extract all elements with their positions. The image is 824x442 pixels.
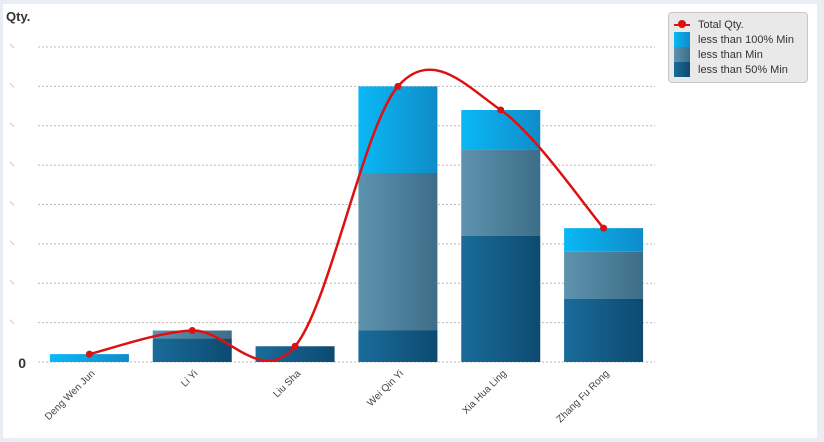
bar-segment: [49, 354, 129, 362]
total-qty-point: [291, 342, 299, 350]
line-marker-icon: [674, 17, 690, 32]
swatch-icon: [674, 62, 690, 77]
x-tick-label: Li Yi: [179, 368, 200, 389]
total-qty-point: [497, 106, 505, 114]
legend-item-total-qty[interactable]: Total Qty.: [674, 17, 744, 32]
legend-item-less-than-min[interactable]: less than Min: [674, 47, 763, 62]
swatch-icon: [674, 47, 690, 62]
bar-segment: [564, 251, 644, 299]
total-qty-point: [600, 224, 608, 232]
legend[interactable]: Total Qty. less than 100% Min less than …: [668, 12, 808, 83]
y-tick-mark: [9, 161, 15, 167]
bar-segment: [358, 330, 438, 362]
x-tick-label: Deng Wen Jun: [43, 368, 97, 422]
bar-segment: [255, 346, 335, 362]
legend-label: Total Qty.: [698, 18, 744, 31]
legend-item-less-than-50-min[interactable]: less than 50% Min: [674, 62, 788, 77]
bar-segment: [358, 86, 438, 173]
total-qty-point: [85, 350, 93, 358]
bar-segment: [152, 338, 232, 362]
x-tick-label: Wei Qin Yi: [365, 368, 406, 409]
y-axis-label: Qty.: [6, 9, 31, 24]
x-tick-label: Xia Hua Ling: [461, 368, 509, 416]
bar-segment: [461, 149, 541, 236]
bar-segment: [461, 236, 541, 362]
y-tick-mark: [9, 83, 15, 88]
bar-segment: [564, 228, 644, 252]
legend-label: less than Min: [698, 48, 763, 61]
y-tick-mark: [9, 43, 15, 49]
bar-segment: [461, 110, 541, 150]
total-qty-point: [188, 327, 196, 334]
legend-label: less than 50% Min: [698, 63, 788, 76]
x-tick-label: Zhang Fu Rong: [555, 368, 612, 425]
x-tick-label: Liu Sha: [271, 368, 303, 400]
y-tick-mark: [9, 240, 15, 246]
legend-item-less-than-100-min[interactable]: less than 100% Min: [674, 32, 794, 47]
y-tick-mark: [9, 279, 15, 285]
bar-segment: [358, 173, 438, 331]
legend-label: less than 100% Min: [698, 33, 794, 46]
total-qty-point: [394, 82, 402, 90]
bar-segment: [564, 299, 644, 362]
swatch-icon: [674, 32, 690, 47]
y-tick-mark: [9, 201, 15, 206]
y-tick-mark: [9, 319, 15, 324]
y-tick-label: 0: [18, 355, 26, 371]
y-tick-mark: [9, 122, 15, 128]
bar-segment: [152, 330, 232, 339]
